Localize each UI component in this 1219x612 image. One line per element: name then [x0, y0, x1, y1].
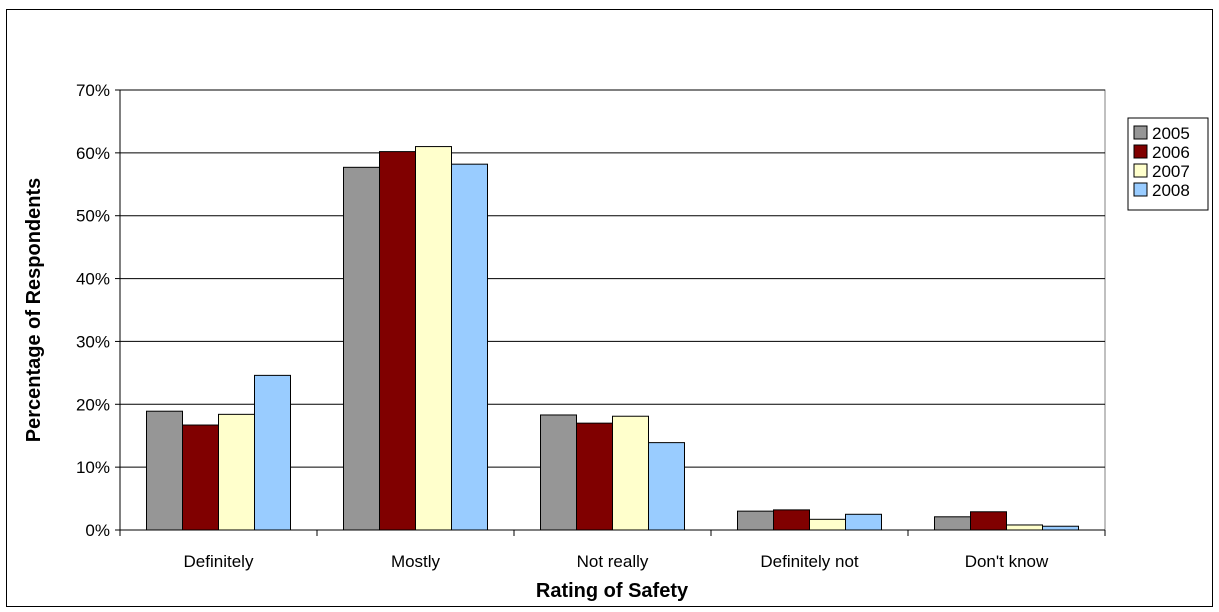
x-category-label: Mostly: [391, 552, 441, 571]
bar-2005-don-t-know: [934, 516, 971, 531]
y-tick-label: 40%: [76, 270, 110, 289]
x-category-label: Definitely not: [760, 552, 859, 571]
bar-2005-not-really: [540, 414, 577, 531]
legend-swatch: [1133, 125, 1148, 140]
bar-2008-don-t-know: [1042, 525, 1079, 531]
bar-2007-don-t-know: [1006, 524, 1043, 531]
x-category-label: Not really: [577, 552, 649, 571]
legend-swatch: [1133, 182, 1148, 197]
x-category-label: Definitely: [184, 552, 254, 571]
bar-2006-don-t-know: [970, 511, 1007, 531]
legend-label: 2006: [1152, 143, 1190, 162]
bar-2008-definitely-not: [845, 513, 882, 531]
bar-2007-mostly: [415, 146, 452, 531]
bar-2008-definitely: [254, 374, 291, 531]
bar-2007-definitely: [218, 413, 255, 531]
x-category-label: Don't know: [965, 552, 1049, 571]
y-tick-label: 50%: [76, 207, 110, 226]
y-tick-label: 60%: [76, 144, 110, 163]
bar-2006-not-really: [576, 422, 613, 531]
bar-2005-definitely: [146, 410, 183, 531]
y-tick-label: 20%: [76, 395, 110, 414]
legend-label: 2005: [1152, 124, 1190, 143]
legend-label: 2008: [1152, 181, 1190, 200]
x-axis-ticks: [119, 530, 1106, 536]
bar-2005-mostly: [343, 166, 380, 531]
bar-2008-mostly: [451, 163, 488, 531]
bar-2007-definitely-not: [809, 518, 846, 531]
legend-label: 2007: [1152, 162, 1190, 181]
bar-2006-definitely: [182, 424, 219, 531]
bar-2007-not-really: [612, 415, 649, 531]
y-tick-label: 0%: [85, 521, 110, 540]
y-tick-label: 30%: [76, 332, 110, 351]
x-axis-labels: Definitely Mostly Not really Definitely not…: [184, 552, 1049, 571]
y-tick-label: 70%: [76, 81, 110, 100]
bar-2006-mostly: [379, 151, 416, 531]
x-axis-title: Rating of Safety: [536, 580, 689, 602]
bar-2008-not-really: [648, 442, 685, 531]
legend-swatch: [1133, 144, 1148, 159]
y-tick-label: 10%: [76, 458, 110, 477]
y-axis-ticks: 0% 10% 20% 30% 40% 50% 60% 70%: [76, 81, 120, 540]
bars: [146, 146, 1079, 531]
bar-2005-definitely-not: [737, 510, 774, 531]
y-axis-title: Percentage of Respondents: [23, 178, 45, 443]
bar-2006-definitely-not: [773, 509, 810, 531]
legend-swatch: [1133, 163, 1148, 178]
